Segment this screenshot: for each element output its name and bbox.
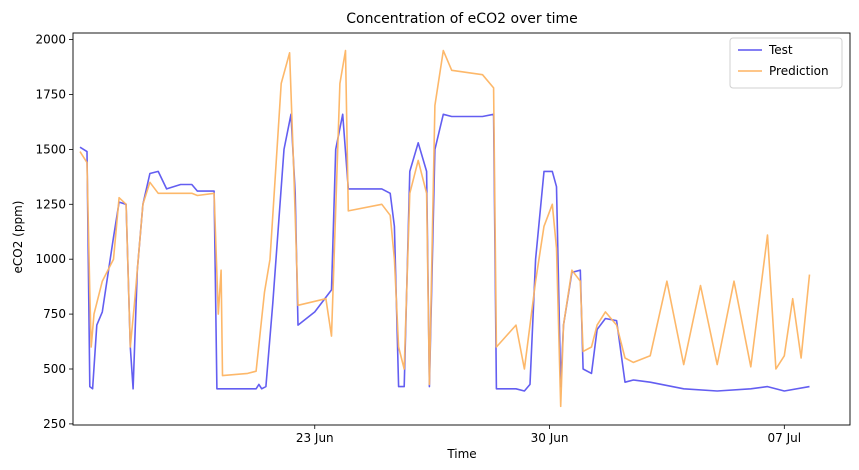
series-line-prediction [79, 49, 811, 408]
legend-test-label: Test [768, 43, 793, 57]
chart-title: Concentration of eCO2 over time [346, 11, 578, 27]
y-tick-label: 1750 [35, 87, 66, 101]
legend: Test Prediction [729, 37, 843, 89]
x-tick-label: 07 Jul [768, 431, 802, 445]
legend-prediction-label: Prediction [769, 64, 829, 78]
x-tick-label: 23 Jun [296, 431, 334, 445]
x-axis-label: Time [446, 447, 476, 461]
plot-frame [72, 32, 851, 426]
y-tick-label: 2000 [35, 33, 66, 47]
x-tick-label: 30 Jun [531, 431, 569, 445]
y-tick-label: 250 [43, 417, 66, 431]
y-tick-label: 1000 [35, 252, 66, 266]
y-axis-label: eCO2 (ppm) [11, 201, 25, 274]
x-axis-ticks: 23 Jun 30 Jun 07 Jul [296, 425, 801, 445]
y-tick-label: 1500 [35, 142, 66, 156]
y-axis-ticks: 250 500 750 1000 1250 1500 1750 2000 [35, 33, 73, 431]
series-layer [79, 49, 811, 408]
y-tick-label: 1250 [35, 197, 66, 211]
y-tick-label: 500 [43, 362, 66, 376]
y-tick-label: 750 [43, 307, 66, 321]
series-line-test [79, 113, 810, 392]
